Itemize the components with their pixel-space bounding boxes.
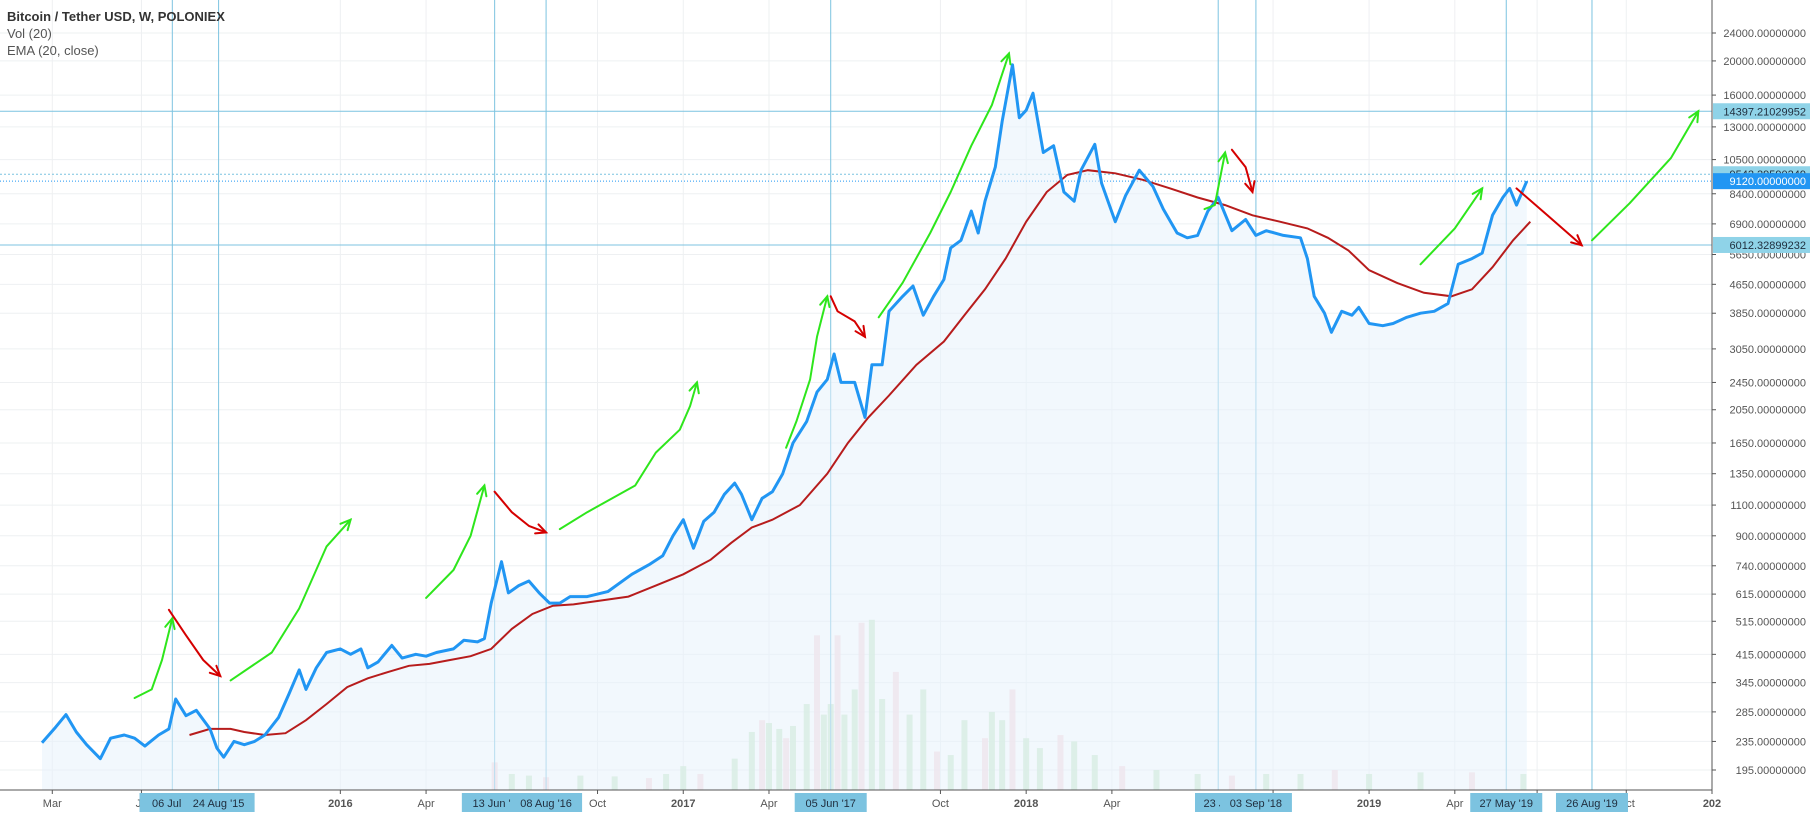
price-tick-label: 345.00000000 [1736,678,1806,690]
price-tick-label: 3050.00000000 [1730,344,1806,356]
price-tick-label: 235.00000000 [1736,736,1806,748]
red-arrow-head [534,523,549,535]
date-marker-label: 05 Jun '17 [805,798,855,810]
red-arrow-line [1230,148,1254,193]
time-tick-label: Oct [932,798,949,810]
price-tick-label: 13000.00000000 [1723,122,1806,134]
red-arrow-line [493,490,548,534]
price-tick-label: 2050.00000000 [1730,405,1806,417]
red-arrow-head [1570,234,1584,247]
volume-study-label[interactable]: Vol (20) [7,26,52,41]
time-tick-label: Apr [1103,798,1120,810]
date-marker-label: 27 May '19 [1480,798,1533,810]
time-tick-label: 202 [1703,798,1721,810]
red-arrow-line [167,608,222,678]
green-arrow-line [1591,110,1700,242]
price-tick-label: 2450.00000000 [1730,377,1806,389]
price-tick-label: 16000.00000000 [1723,90,1806,102]
time-tick-label: Oct [589,798,606,810]
green-arrow-head [1217,150,1229,165]
price-tick-label: 415.00000000 [1736,649,1806,661]
date-marker-tag [1555,793,1628,812]
date-marker-tag [794,793,867,812]
price-tick-label: 1350.00000000 [1730,469,1806,481]
price-tick-label: 20000.00000000 [1723,56,1806,68]
time-tick-label: 2019 [1357,798,1381,810]
price-tick-label: 3850.00000000 [1730,308,1806,320]
price-tick-label: 1650.00000000 [1730,438,1806,450]
red-arrow-head [1244,180,1256,195]
time-tick-label: 2016 [328,798,352,810]
price-tick-label: 4650.00000000 [1730,279,1806,291]
price-tick-label: 10500.00000000 [1723,155,1806,167]
price-tick-label: 515.00000000 [1736,616,1806,628]
time-tick-label: 2018 [1014,798,1038,810]
price-tick-label: 615.00000000 [1736,589,1806,601]
red-arrow-head [208,664,222,678]
price-tick-label: 740.00000000 [1736,561,1806,573]
green-arrow-line [425,484,486,599]
red-arrow-head [854,324,867,339]
level-tag [1713,236,1810,253]
green-arrow-head [1688,109,1700,124]
price-tick-label: 195.00000000 [1736,765,1806,777]
red-arrow-line [1515,187,1583,247]
last-price-tag [1713,173,1810,190]
ema-study-label[interactable]: EMA (20, close) [7,43,99,58]
ema-line [189,169,1532,737]
horizontal-levels [0,110,1712,246]
price-area-fill [42,64,1527,791]
level-tag-label: 6012.32899232 [1730,240,1806,252]
green-arrow-head [1471,186,1484,201]
green-arrow-line [785,295,829,449]
price-tick-label: 900.00000000 [1736,531,1806,543]
date-marker-label: 08 Aug '16 [520,798,572,810]
green-arrow-line [229,518,352,682]
green-arrow-line [877,52,1010,319]
time-tick-label: Apr [1446,798,1463,810]
price-tick-label: 6900.00000000 [1730,219,1806,231]
red-arrow-line [829,295,866,338]
last-price-label: 9120.00000000 [1730,176,1806,188]
date-marker-tag [1470,793,1543,812]
date-marker-label: 26 Aug '19 [1566,798,1618,810]
green-arrow-head [819,294,831,309]
date-marker-label: 24 Aug '15 [193,798,245,810]
green-arrow-line [558,381,698,531]
level-tag [1713,103,1810,120]
green-arrow-line [1419,187,1484,266]
green-arrow-line [133,617,174,699]
green-arrow-head [164,616,176,631]
level-tag-label: 14397.21029952 [1723,106,1806,118]
date-marker-label: 13 Jun '1 [472,798,516,810]
green-arrow-head [476,483,488,498]
green-arrow-head [339,518,353,532]
symbol-title[interactable]: Bitcoin / Tether USD, W, POLONIEX [7,9,225,24]
time-tick-label: Apr [418,798,435,810]
price-tick-label: 285.00000000 [1736,707,1806,719]
date-marker-label: 03 Sep '18 [1230,798,1282,810]
price-line [40,63,1529,761]
price-axis[interactable]: 195.00000000 235.00000000 285.00000000 345.… [1711,0,1814,817]
time-tick-label: 2017 [671,798,695,810]
time-axis[interactable]: MarJu2016AprOct2017AprOct2018Aprt2019Apr… [0,789,1721,817]
price-tick-label: 24000.00000000 [1723,28,1806,40]
time-tick-label: Apr [760,798,777,810]
annotation-arrows [133,51,1700,699]
chart-legend: Bitcoin / Tether USD, W, POLONIEX Vol (2… [7,8,225,59]
green-arrow-line [1203,151,1227,211]
price-tick-label: 1100.00000000 [1730,500,1806,512]
time-tick-label: Mar [43,798,62,810]
price-tick-label: 8400.00000000 [1730,189,1806,201]
price-axis-bg [1712,0,1814,817]
date-marker-tag [1219,793,1292,812]
green-arrow-head [688,380,700,395]
date-marker-tag [510,793,583,812]
date-marker-tag [182,793,255,812]
green-arrow-head [1000,51,1012,66]
date-marker-label: 06 Jul '1 [152,798,193,810]
